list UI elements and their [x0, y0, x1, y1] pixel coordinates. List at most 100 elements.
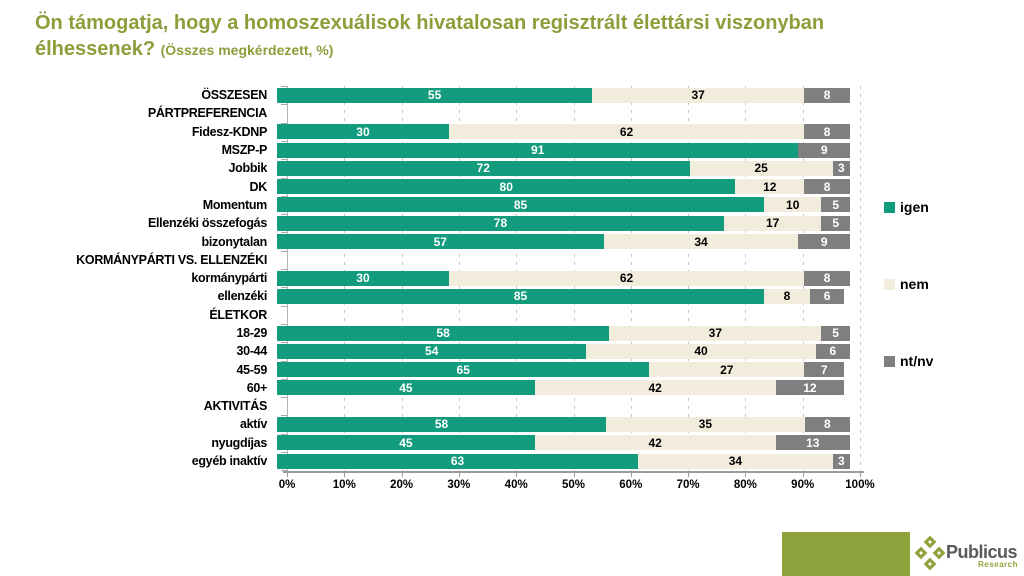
- segment-value: 37: [691, 88, 705, 103]
- segment-nem: 34: [637, 453, 833, 469]
- bar-track: [277, 106, 850, 121]
- category-axis-tick: [281, 452, 287, 453]
- segment-igen: 57: [277, 234, 604, 250]
- segment-ntnv: 6: [809, 288, 845, 304]
- row-label: ellenzéki: [217, 289, 268, 304]
- legend-item-igen: igen: [884, 199, 933, 215]
- segment-igen: 65: [277, 362, 650, 378]
- bar-row: 18-29 58 37 5: [10, 324, 870, 342]
- bar-row: 60+ 45 42 12: [10, 379, 870, 397]
- segment-nem: 40: [586, 343, 816, 359]
- x-axis-tick-label: 60%: [619, 479, 643, 491]
- bar-track: 30 62 8: [277, 124, 850, 140]
- publicus-logo: Publicus Research: [915, 534, 1021, 576]
- segment-value: 5: [832, 216, 839, 231]
- segment-value: 10: [786, 197, 800, 212]
- bar-track: [277, 252, 850, 267]
- segment-value: 45: [399, 435, 413, 450]
- segment-nem: 62: [448, 124, 805, 140]
- segment-value: 91: [531, 143, 545, 158]
- bar-row: kormánypárti 30 62 8: [10, 269, 870, 287]
- segment-value: 85: [513, 289, 528, 304]
- bar-row: ellenzéki 85 8 6: [10, 287, 870, 305]
- row-label: ÖSSZESEN: [201, 88, 267, 103]
- segment-ntnv: 8: [804, 124, 850, 140]
- bar-track: 63 34 3: [277, 453, 850, 469]
- bar-track: 55 37 8: [277, 87, 850, 103]
- bar-row: egyéb inaktív 63 34 3: [10, 452, 870, 470]
- x-axis-tick: [516, 473, 518, 477]
- bar-track: 54 40 6: [277, 343, 850, 359]
- chart-title-main: Ön támogatja, hogy a homoszexuálisok hiv…: [35, 12, 825, 60]
- segment-nem: 62: [448, 270, 805, 286]
- bar-row: bizonytalan 57 34 9: [10, 232, 870, 250]
- segment-value: 63: [450, 454, 465, 469]
- bar-row: DK 80 12 8: [10, 177, 870, 195]
- legend-item-ntnv: nt/nv: [884, 353, 933, 369]
- segment-value: 8: [823, 271, 831, 286]
- bar-track: [277, 399, 850, 414]
- category-axis-tick: [281, 177, 287, 179]
- segment-ntnv: 8: [804, 270, 850, 286]
- category-axis-tick: [281, 250, 287, 252]
- segment-nem: 12: [735, 179, 805, 195]
- segment-igen: 78: [277, 215, 724, 231]
- row-label: 18-29: [236, 326, 268, 340]
- x-axis-tick-label: 20%: [390, 479, 414, 491]
- segment-value: 78: [493, 216, 508, 231]
- segment-value: 34: [694, 234, 708, 249]
- category-axis-tick: [281, 397, 287, 399]
- bar-track: 85 10 5: [277, 197, 850, 213]
- x-axis-tick-label: 70%: [676, 479, 700, 491]
- segment-nem: 35: [606, 416, 805, 432]
- segment-value: 37: [708, 326, 722, 340]
- segment-value: 58: [434, 417, 449, 432]
- segment-value: 30: [356, 271, 370, 286]
- gridline: [860, 86, 861, 471]
- legend-item-nem: nem: [884, 276, 933, 292]
- segment-value: 7: [820, 362, 828, 377]
- chart-rows: ÖSSZESEN 55 37 8 PÁRTPREFERENCIA Fidesz-KDNP 3…: [10, 86, 870, 470]
- category-axis-tick: [281, 433, 287, 435]
- segment-value: 8: [823, 179, 831, 194]
- row-label: 30-44: [236, 344, 268, 359]
- x-axis-tick-label: 100%: [845, 479, 875, 491]
- bar-row: nyugdíjas 45 42 13: [10, 434, 870, 452]
- segment-nem: 25: [689, 160, 833, 176]
- segment-value: 8: [823, 124, 831, 139]
- segment-value: 72: [476, 161, 490, 176]
- segment-value: 8: [783, 289, 791, 304]
- row-label: Ellenzéki összefogás: [147, 216, 267, 231]
- x-axis-tick: [401, 473, 403, 477]
- segment-igen: 45: [277, 435, 535, 451]
- segment-value: 8: [823, 417, 831, 432]
- row-label: DK: [249, 179, 268, 194]
- x-axis-line: [283, 471, 864, 473]
- segment-ntnv: 3: [832, 453, 850, 469]
- segment-value: 27: [720, 362, 734, 377]
- segment-ntnv: 6: [815, 343, 850, 359]
- segment-ntnv: 9: [798, 142, 850, 158]
- legend-swatch-ntnv: [884, 355, 895, 367]
- segment-igen: 54: [277, 343, 587, 359]
- row-label: ÉLETKOR: [209, 307, 267, 322]
- bar-track: 78 17 5: [277, 215, 850, 231]
- segment-value: 13: [806, 435, 820, 450]
- x-axis-tick: [344, 473, 346, 477]
- segment-value: 62: [619, 124, 634, 139]
- brand-accent-block: [782, 532, 910, 576]
- segment-value: 57: [433, 234, 447, 249]
- category-axis-tick: [281, 360, 287, 362]
- segment-value: 5: [832, 326, 839, 340]
- segment-nem: 42: [534, 380, 776, 396]
- segment-igen: 30: [277, 270, 449, 286]
- segment-igen: 85: [277, 197, 765, 213]
- category-axis-tick: [281, 140, 287, 142]
- segment-value: 9: [820, 143, 828, 158]
- bar-row: Momentum 85 10 5: [10, 196, 870, 214]
- segment-value: 42: [648, 380, 662, 395]
- bar-track: 58 37 5: [277, 325, 850, 341]
- segment-ntnv: 5: [821, 215, 850, 231]
- segment-ntnv: 5: [821, 197, 850, 213]
- segment-value: 62: [619, 271, 634, 286]
